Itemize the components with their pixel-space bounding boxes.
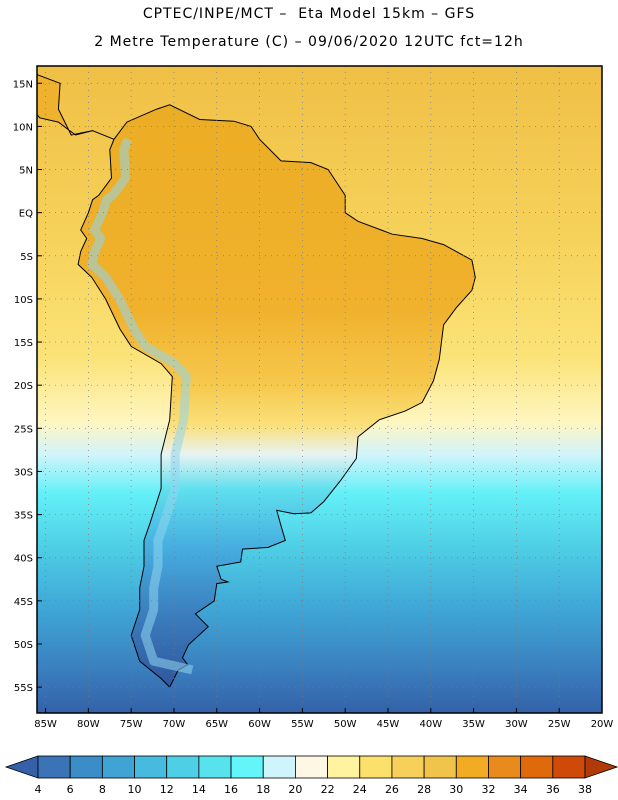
central-america-outline xyxy=(37,74,115,140)
colorbar-swatch xyxy=(391,755,425,779)
lat-tick-label: 10N xyxy=(13,122,33,133)
colorbar-swatch xyxy=(423,755,457,779)
lon-tick-label: 60W xyxy=(248,719,271,730)
colorbar-label: 14 xyxy=(192,783,206,796)
lat-tick-label: 45S xyxy=(14,597,33,608)
map-title: CPTEC/INPE/MCT – Eta Model 15km – GFS xyxy=(142,6,476,22)
colorbar-label: 4 xyxy=(35,783,42,796)
longitude-axis: 85W 80W 75W 70W 65W 60W 55W 50W 45W 40W 35W 30W 25W 2… xyxy=(34,708,613,730)
lon-tick-label: 45W xyxy=(377,719,400,730)
map-subtitle: 2 Metre Temperature (C) – 09/06/2020 12U… xyxy=(94,34,524,50)
graticule xyxy=(37,66,602,713)
lat-tick-label: 10S xyxy=(14,295,33,306)
colorbar-high-arrow xyxy=(584,755,618,779)
lat-tick-label: 5S xyxy=(20,252,33,263)
colorbar-swatch xyxy=(520,755,554,779)
colorbar-label: 10 xyxy=(128,783,142,796)
colorbar-swatch xyxy=(69,755,103,779)
lon-tick-label: 40W xyxy=(419,719,442,730)
colorbar-label: 8 xyxy=(99,783,106,796)
lat-tick-label: 5N xyxy=(19,166,33,177)
lat-tick-label: 35S xyxy=(14,511,33,522)
colorbar-label: 26 xyxy=(385,783,399,796)
lon-tick-label: 80W xyxy=(77,719,100,730)
colorbar-label: 22 xyxy=(321,783,335,796)
lon-tick-label: 20W xyxy=(591,719,614,730)
lon-tick-label: 30W xyxy=(505,719,528,730)
lon-tick-label: 50W xyxy=(334,719,357,730)
colorbar-label: 36 xyxy=(546,783,560,796)
colorbar-label: 30 xyxy=(449,783,463,796)
land-outline xyxy=(77,104,476,688)
lat-tick-label: 25S xyxy=(14,424,33,435)
colorbar-low-arrow xyxy=(4,755,39,779)
lon-tick-label: 55W xyxy=(291,719,314,730)
colorbar-label: 12 xyxy=(160,783,174,796)
lat-tick-label: 30S xyxy=(14,467,33,478)
lon-tick-label: 70W xyxy=(163,719,186,730)
lat-tick-label: EQ xyxy=(19,209,33,220)
colorbar-swatch xyxy=(455,755,489,779)
colorbar-swatch xyxy=(198,755,232,779)
colorbar-swatch xyxy=(262,755,296,779)
colorbar-swatch xyxy=(295,755,328,779)
andes-cold-band xyxy=(87,137,194,675)
lon-tick-label: 35W xyxy=(462,719,485,730)
colorbar-label: 28 xyxy=(417,783,431,796)
colorbar-swatch xyxy=(101,755,135,779)
colorbar-label: 18 xyxy=(256,783,270,796)
lon-tick-label: 65W xyxy=(205,719,228,730)
temperature-colorbar: 4 6 8 10 12 14 16 18 20 22 24 26 28 30 32 34 36 38 xyxy=(4,755,618,796)
colorbar-swatch xyxy=(37,755,71,779)
colorbar-label: 34 xyxy=(514,783,528,796)
lat-tick-label: 20S xyxy=(14,381,33,392)
colorbar-swatch xyxy=(488,755,522,779)
colorbar-label: 38 xyxy=(578,783,592,796)
lon-tick-label: 85W xyxy=(34,719,57,730)
lat-tick-label: 15S xyxy=(14,338,33,349)
lat-tick-label: 55S xyxy=(14,683,33,694)
lon-tick-label: 25W xyxy=(548,719,571,730)
map-frame xyxy=(36,65,603,714)
colorbar-swatch xyxy=(327,755,361,779)
lat-tick-label: 50S xyxy=(14,640,33,651)
colorbar-swatch xyxy=(134,755,168,779)
colorbar-swatch xyxy=(230,755,264,779)
colorbar-swatch xyxy=(552,755,586,779)
colorbar-swatch xyxy=(359,755,393,779)
colorbar-label: 6 xyxy=(67,783,74,796)
lat-tick-label: 15N xyxy=(13,79,33,90)
colorbar-label: 24 xyxy=(353,783,367,796)
colorbar-label: 20 xyxy=(288,783,302,796)
lon-tick-label: 75W xyxy=(120,719,143,730)
lat-tick-label: 40S xyxy=(14,554,33,565)
colorbar-swatch xyxy=(166,755,200,779)
colorbar-label: 16 xyxy=(224,783,238,796)
latitude-axis: 15N 10N 5N EQ 5S 10S 15S 20S 25S 30S 35S 40S 45S 50S 5… xyxy=(13,79,42,694)
colorbar-label: 32 xyxy=(481,783,495,796)
